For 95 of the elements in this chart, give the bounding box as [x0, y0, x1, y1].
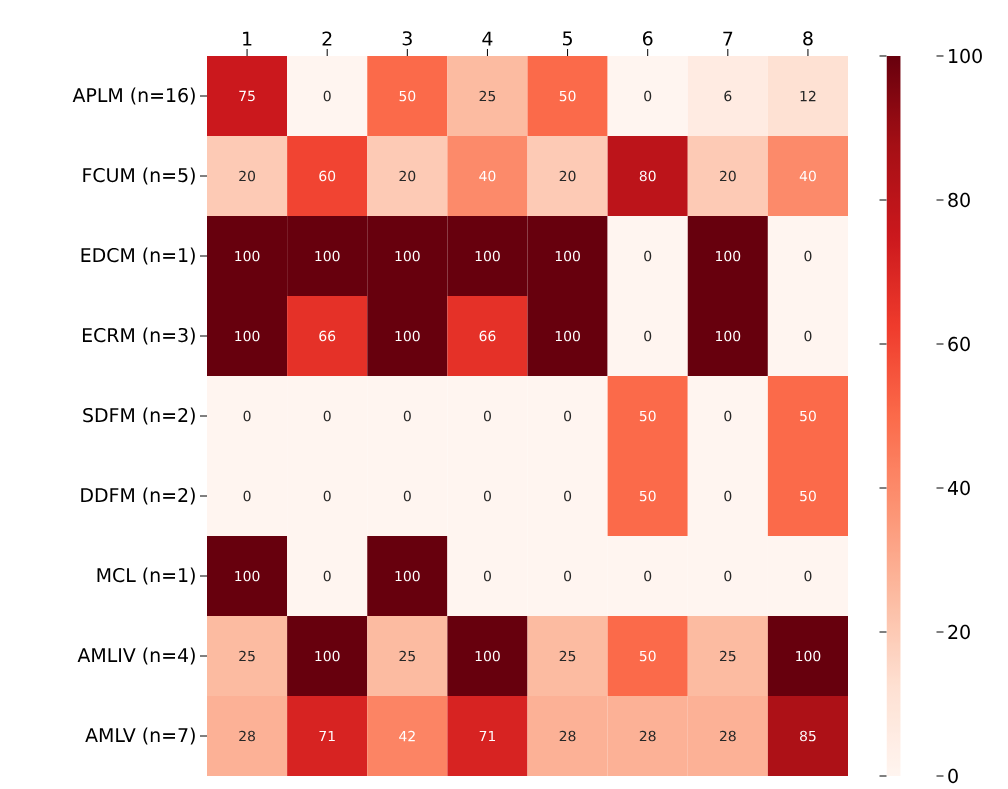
- data-label: 20: [719, 170, 736, 182]
- color-bar-label: 80: [948, 192, 970, 208]
- data-label: 25: [559, 650, 576, 662]
- color-bar-label: 40: [947, 480, 970, 496]
- data-label: 0: [644, 570, 652, 582]
- data-label: 85: [800, 730, 816, 742]
- data-label: 20: [399, 170, 416, 182]
- data-label: 40: [799, 170, 816, 182]
- y-tick-label: MCL (n=1): [97, 567, 195, 585]
- data-label: 100: [395, 250, 420, 262]
- y-tick-label: SDFM (n=2): [83, 407, 195, 425]
- data-label: 50: [639, 410, 656, 422]
- data-label: 71: [479, 730, 496, 742]
- data-label: 66: [479, 330, 496, 342]
- data-label: 66: [319, 330, 336, 342]
- y-tick-label: DDFM (n=2): [81, 487, 195, 505]
- data-label: 50: [800, 410, 816, 422]
- data-label: 100: [716, 250, 741, 262]
- data-label: 28: [639, 730, 656, 742]
- data-label: 0: [243, 490, 251, 502]
- data-label: 100: [315, 650, 340, 662]
- y-tick-label: AMLIV (n=4): [77, 647, 195, 665]
- data-label: 50: [559, 90, 576, 102]
- color-bar-label: 100: [949, 48, 982, 64]
- x-tick-label: 7: [723, 31, 733, 46]
- data-label: 25: [479, 90, 496, 102]
- data-label: 0: [243, 410, 251, 422]
- color-bar-label: 20: [948, 624, 970, 640]
- data-label: 0: [724, 490, 732, 502]
- data-label: 100: [475, 250, 500, 262]
- data-label: 42: [399, 730, 415, 742]
- data-label: 0: [804, 330, 812, 342]
- data-label: 75: [239, 90, 255, 102]
- data-label: 28: [239, 730, 255, 742]
- data-label: 25: [719, 650, 736, 662]
- data-label: 0: [644, 330, 652, 342]
- data-label: 0: [564, 410, 572, 422]
- data-label: 0: [644, 90, 652, 102]
- data-label: 100: [395, 330, 420, 342]
- data-label: 100: [475, 650, 500, 662]
- data-label: 0: [804, 250, 812, 262]
- data-label: 0: [323, 490, 331, 502]
- data-label: 20: [239, 170, 256, 182]
- y-tick-label: AMLV (n=7): [85, 727, 195, 745]
- data-label: 0: [564, 570, 572, 582]
- x-tick-label: 8: [803, 31, 813, 46]
- data-label: 0: [483, 410, 491, 422]
- x-tick-label: 4: [482, 31, 493, 46]
- data-label: 0: [483, 570, 491, 582]
- x-tick-label: 2: [322, 31, 332, 46]
- data-label: 71: [319, 730, 335, 742]
- data-label: 28: [719, 730, 736, 742]
- data-label: 50: [800, 490, 816, 502]
- data-label: 0: [403, 490, 411, 502]
- data-label: 100: [235, 330, 260, 342]
- data-label: 0: [804, 570, 812, 582]
- data-label: 6: [724, 90, 732, 102]
- data-label: 0: [323, 410, 331, 422]
- data-label: 50: [639, 650, 656, 662]
- x-tick-label: 1: [243, 31, 252, 46]
- data-label: 40: [479, 170, 496, 182]
- data-label: 28: [559, 730, 576, 742]
- data-label: 12: [800, 90, 816, 102]
- data-label: 0: [403, 410, 411, 422]
- data-label: 0: [564, 490, 572, 502]
- data-label: 100: [235, 250, 260, 262]
- data-label: 0: [323, 570, 331, 582]
- data-label: 50: [399, 90, 416, 102]
- data-label: 100: [716, 330, 741, 342]
- y-tick-label: APLM (n=16): [72, 87, 195, 105]
- y-tick-label: FCUM (n=5): [83, 167, 195, 185]
- data-label: 80: [639, 170, 656, 182]
- data-label: 100: [235, 570, 260, 582]
- data-label: 25: [239, 650, 255, 662]
- color-bar-label: 0: [948, 768, 958, 784]
- data-label: 100: [555, 250, 580, 262]
- x-tick-label: 5: [563, 31, 572, 46]
- data-label: 0: [724, 570, 732, 582]
- x-tick-label: 3: [402, 31, 412, 46]
- y-tick-label: ECRM (n=3): [82, 327, 195, 345]
- data-label: 100: [796, 650, 821, 662]
- data-label: 0: [323, 90, 331, 102]
- data-label: 25: [399, 650, 415, 662]
- x-tick-label: 6: [643, 31, 653, 46]
- data-label: 0: [644, 250, 652, 262]
- data-label: 100: [315, 250, 340, 262]
- data-label: 0: [483, 490, 491, 502]
- color-bar-label: 60: [948, 336, 970, 352]
- data-label: 0: [724, 410, 732, 422]
- data-label: 20: [559, 170, 576, 182]
- data-label: 50: [639, 490, 656, 502]
- data-label: 100: [395, 570, 420, 582]
- data-label: 60: [319, 170, 336, 182]
- data-label: 100: [555, 330, 580, 342]
- y-tick-label: EDCM (n=1): [81, 247, 195, 265]
